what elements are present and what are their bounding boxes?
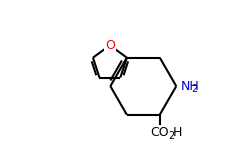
Text: CO: CO (150, 126, 169, 139)
Text: 2: 2 (168, 131, 174, 141)
Text: O: O (104, 39, 115, 52)
Text: NH: NH (180, 80, 199, 93)
Text: H: H (172, 126, 182, 139)
Text: 2: 2 (191, 84, 197, 94)
